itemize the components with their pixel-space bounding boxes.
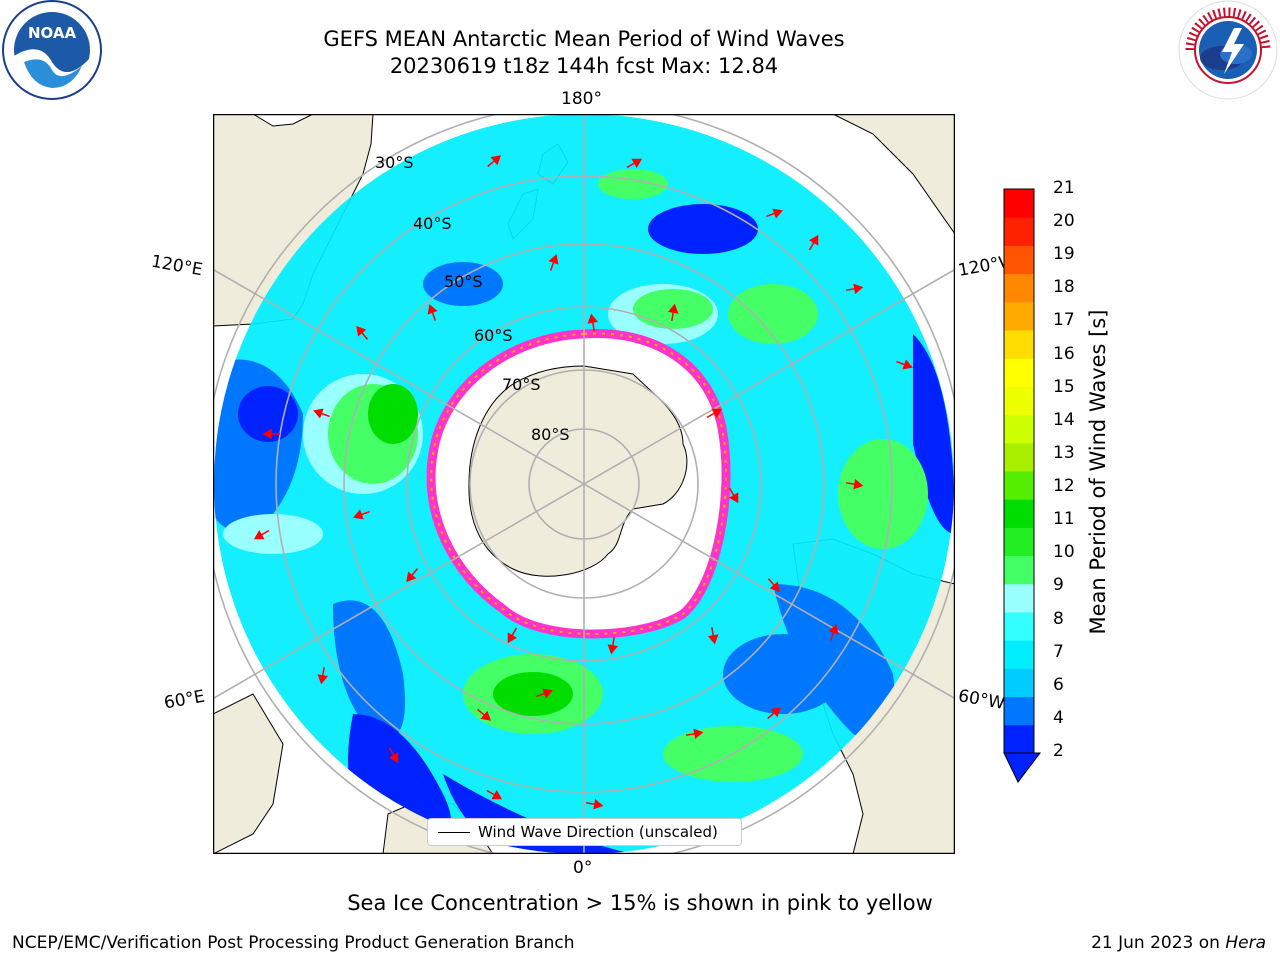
colorbar-tick-label: 18: [1053, 277, 1075, 298]
colorbar-tick-label: 20: [1053, 211, 1075, 232]
colorbar-tick-label: 8: [1053, 608, 1064, 629]
footer-date: 21 Jun 2023 on Hera: [1091, 933, 1266, 953]
colorbar-segment: [1004, 696, 1034, 726]
colorbar-segment: [1004, 330, 1034, 359]
footer-date-text: 21 Jun 2023 on: [1091, 933, 1226, 953]
colorbar-segment: [1004, 527, 1034, 557]
colorbar-segment: [1004, 189, 1034, 218]
colorbar-tick-label: 11: [1053, 509, 1075, 530]
colorbar-segment: [1004, 217, 1034, 246]
colorbar-tick-label: 19: [1053, 244, 1075, 265]
lon-label-0: 0°: [573, 858, 593, 878]
map-legend: Wind Wave Direction (unscaled): [427, 818, 742, 846]
lat-label-80s: 80°S: [531, 425, 570, 444]
colorbar-tick-label: 7: [1053, 641, 1064, 662]
colorbar-tick-label: 14: [1053, 409, 1075, 430]
lat-label-70s: 70°S: [502, 375, 541, 394]
colorbar-tick-label: 16: [1053, 343, 1075, 364]
colorbar-segment: [1004, 301, 1034, 331]
colorbar-tick-label: 2: [1053, 741, 1064, 761]
lat-label-60s: 60°S: [474, 326, 513, 345]
colorbar-segment: [1004, 724, 1034, 754]
sea-ice-caption: Sea Ice Concentration > 15% is shown in …: [347, 891, 933, 915]
colorbar-tick-label: 10: [1053, 542, 1075, 563]
svg-text:NOAA: NOAA: [28, 24, 77, 42]
colorbar-segment: [1004, 499, 1034, 528]
colorbar-segment: [1004, 442, 1034, 472]
noaa-logo: NOAA: [0, 0, 104, 104]
colorbar-segment: [1004, 583, 1034, 613]
colorbar-segment: [1004, 555, 1034, 585]
colorbar: [1002, 188, 1042, 788]
lat-label-40s: 40°S: [413, 214, 452, 233]
colorbar-segment: [1004, 640, 1034, 669]
antarctica-land: [468, 365, 688, 577]
colorbar-segment: [1004, 386, 1034, 416]
footer-credit: NCEP/EMC/Verification Post Processing Pr…: [12, 933, 575, 953]
colorbar-segment: [1004, 471, 1034, 500]
colorbar-tick-label: 13: [1053, 442, 1075, 463]
lon-label-120e: 120°E: [149, 251, 205, 281]
colorbar-segment: [1004, 414, 1034, 444]
colorbar-tick-label: 9: [1053, 575, 1064, 596]
colorbar-tick-label: 21: [1053, 178, 1075, 198]
lat-label-30s: 30°S: [375, 153, 414, 172]
polar-map: [213, 114, 955, 854]
legend-line-swatch: [438, 831, 470, 833]
chart-subtitle: 20230619 t18z 144h fcst Max: 12.84: [389, 54, 779, 78]
colorbar-segment: [1004, 668, 1034, 698]
lon-label-60w: 60°W: [956, 686, 1007, 714]
footer-host: Hera: [1225, 933, 1266, 953]
lon-label-180: 180°: [561, 89, 602, 109]
legend-label: Wind Wave Direction (unscaled): [478, 823, 718, 841]
colorbar-tick-label: 12: [1053, 476, 1075, 497]
colorbar-tick-label: 6: [1053, 674, 1064, 695]
colorbar-tick-label: 4: [1053, 707, 1064, 728]
colorbar-segment: [1004, 245, 1034, 275]
nws-logo: [1176, 0, 1280, 104]
lat-label-50s: 50°S: [444, 272, 483, 291]
colorbar-extend-triangle: [1003, 752, 1042, 783]
colorbar-tick-label: 17: [1053, 310, 1075, 331]
wind-wave-arrows: [253, 155, 913, 810]
chart-title: GEFS MEAN Antarctic Mean Period of Wind …: [323, 27, 845, 51]
colorbar-segment: [1004, 358, 1034, 387]
colorbar-label: Mean Period of Wind Waves [s]: [1086, 309, 1110, 635]
colorbar-segment: [1004, 273, 1034, 303]
colorbar-segment: [1004, 612, 1034, 641]
lon-label-60e: 60°E: [162, 686, 207, 714]
graticule: [213, 114, 955, 854]
colorbar-tick-label: 15: [1053, 376, 1075, 397]
